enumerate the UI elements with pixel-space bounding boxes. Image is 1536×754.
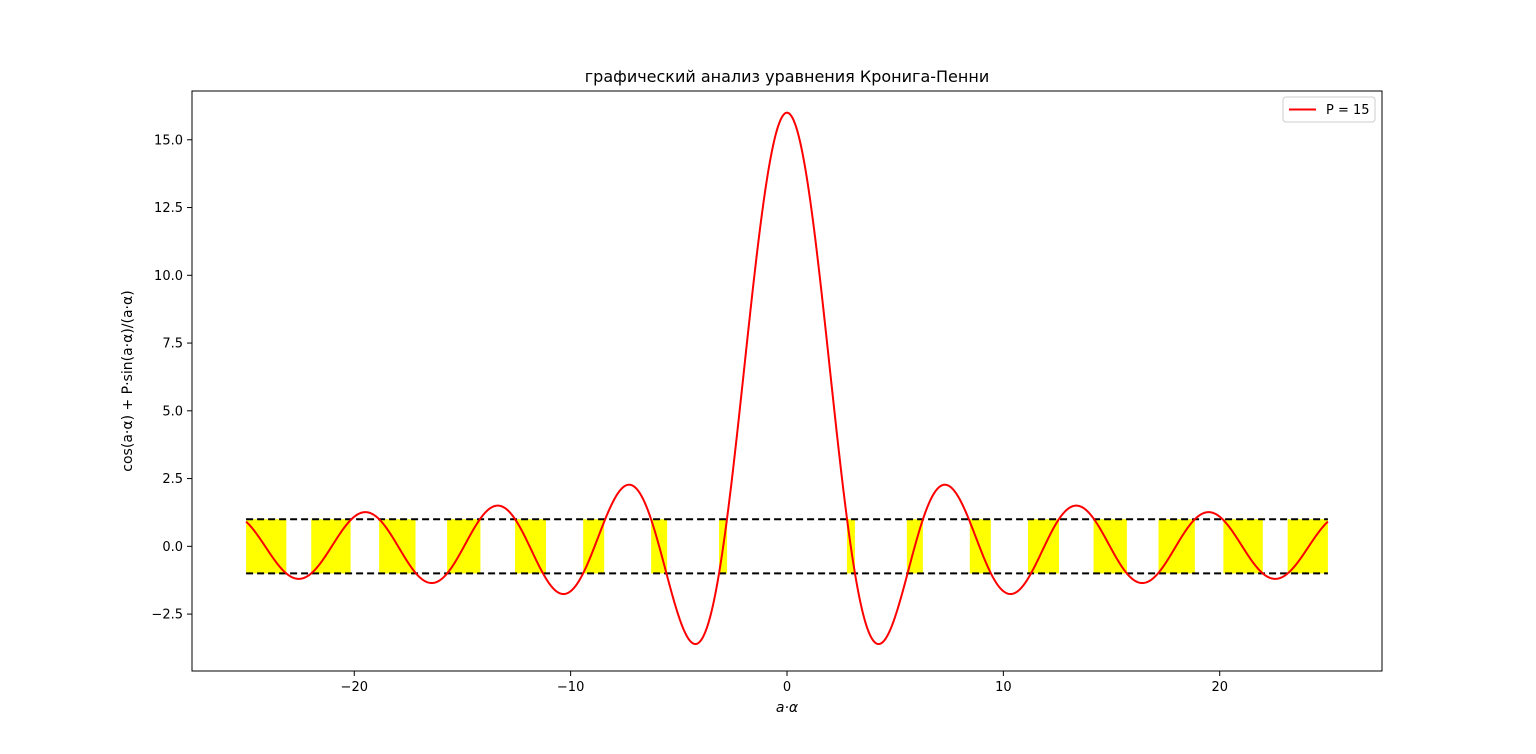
y-axis: −2.5 0.0 2.5 5.0 7.5 10.0 12.5 15.0 [151,133,192,623]
y-tick-label: 15.0 [154,133,183,148]
legend-box [1282,96,1376,123]
y-tick-label: 7.5 [162,337,183,352]
legend: P = 15 [1282,96,1376,123]
x-tick-label: 0 [783,680,791,695]
legend-label: P = 15 [1326,103,1370,118]
chart-title: графический анализ уравнения Кронига-Пен… [585,67,989,86]
x-axis: −20 −10 0 10 20 [341,671,1228,695]
y-tick-label: 5.0 [162,404,183,419]
y-tick-label: 2.5 [162,472,183,487]
x-tick-label: 10 [995,680,1012,695]
x-tick-label: −10 [557,680,584,695]
series-line [245,111,1329,646]
y-tick-label: −2.5 [151,608,183,623]
plot-frame [191,90,1383,672]
y-tick-label: 0.0 [162,540,183,555]
x-axis-label: a·α [776,700,799,716]
y-axis-label: cos(a·α) + P·sin(a·α)/(a·α) [120,290,136,471]
y-tick-label: 12.5 [154,201,183,216]
plot-area [245,111,1329,646]
y-tick-label: 10.0 [154,269,183,284]
x-tick-label: 20 [1211,680,1228,695]
x-tick-label: −20 [341,680,368,695]
